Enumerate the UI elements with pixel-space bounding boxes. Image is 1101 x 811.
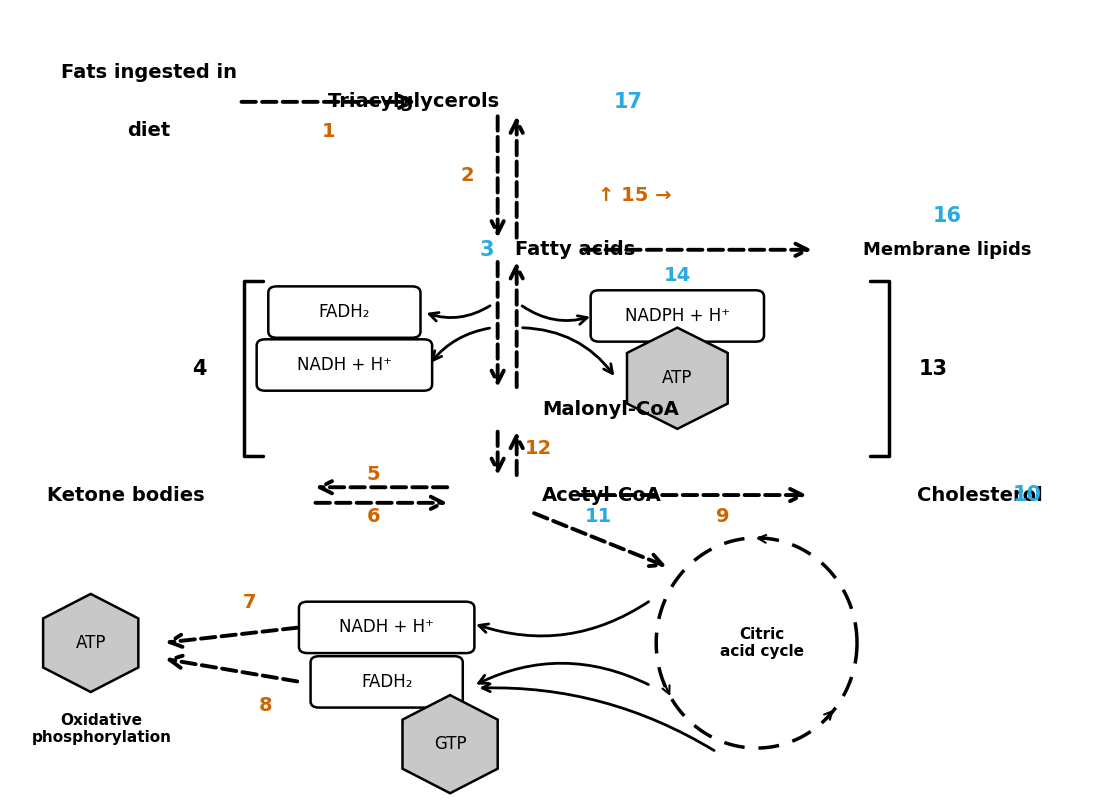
FancyBboxPatch shape xyxy=(269,286,421,337)
FancyBboxPatch shape xyxy=(299,602,475,653)
Text: 8: 8 xyxy=(259,696,272,714)
Text: NADH + H⁺: NADH + H⁺ xyxy=(339,619,434,637)
Text: 14: 14 xyxy=(664,266,691,285)
Text: Membrane lipids: Membrane lipids xyxy=(862,241,1032,259)
Text: 13: 13 xyxy=(918,358,948,379)
Text: Fatty acids: Fatty acids xyxy=(514,240,635,260)
Text: Oxidative
phosphorylation: Oxidative phosphorylation xyxy=(31,713,172,745)
Text: Fats ingested in: Fats ingested in xyxy=(61,63,237,83)
FancyBboxPatch shape xyxy=(590,290,764,341)
Text: 5: 5 xyxy=(367,465,380,483)
Text: NADH + H⁺: NADH + H⁺ xyxy=(297,356,392,374)
Text: 4: 4 xyxy=(193,358,207,379)
Text: 1: 1 xyxy=(321,122,336,141)
FancyBboxPatch shape xyxy=(257,339,432,391)
Text: 11: 11 xyxy=(585,508,612,526)
Polygon shape xyxy=(403,695,498,793)
FancyBboxPatch shape xyxy=(310,656,462,707)
Text: 3: 3 xyxy=(480,240,502,260)
Text: GTP: GTP xyxy=(434,736,467,753)
Text: 6: 6 xyxy=(367,507,380,526)
Text: Ketone bodies: Ketone bodies xyxy=(47,486,205,504)
Text: ↑ 15 →: ↑ 15 → xyxy=(598,186,672,205)
Polygon shape xyxy=(626,328,728,429)
Text: 7: 7 xyxy=(242,593,257,612)
Text: 2: 2 xyxy=(461,166,475,186)
Text: 16: 16 xyxy=(933,207,961,226)
Text: 9: 9 xyxy=(716,508,729,526)
Polygon shape xyxy=(43,594,139,692)
Text: 12: 12 xyxy=(525,439,553,458)
Text: diet: diet xyxy=(128,122,171,140)
Text: 10: 10 xyxy=(1013,485,1042,505)
Text: FADH₂: FADH₂ xyxy=(318,303,370,321)
Text: Cholesterol: Cholesterol xyxy=(917,486,1049,504)
Text: ATP: ATP xyxy=(662,369,693,387)
Text: ATP: ATP xyxy=(76,634,106,652)
Text: FADH₂: FADH₂ xyxy=(361,673,413,691)
Text: Malonyl-CoA: Malonyl-CoA xyxy=(542,400,679,419)
Text: Citric
acid cycle: Citric acid cycle xyxy=(720,627,804,659)
Text: NADPH + H⁺: NADPH + H⁺ xyxy=(624,307,730,325)
Text: 17: 17 xyxy=(614,92,643,112)
Text: Triacylglycerols: Triacylglycerols xyxy=(328,92,506,111)
Text: Acetyl-CoA: Acetyl-CoA xyxy=(542,486,662,504)
